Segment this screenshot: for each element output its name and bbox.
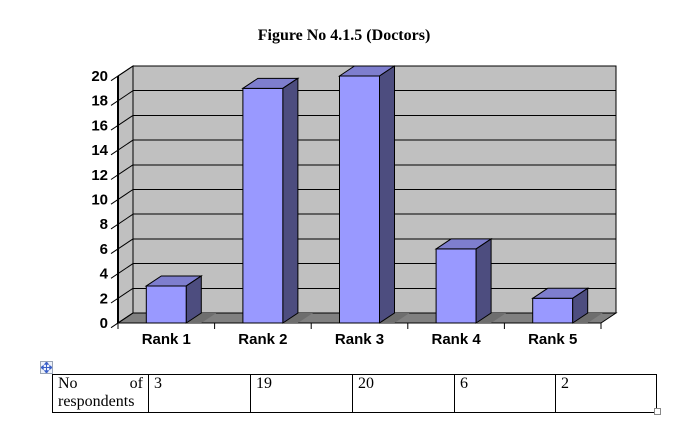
value-cell-rank3[interactable]: 20 [352,374,455,413]
bar-shadow [572,313,603,323]
table-move-handle[interactable] [40,361,53,374]
x-axis-label: Rank 3 [335,331,384,348]
bar-chart-3d[interactable]: 0 2 4 6 8 10 12 14 16 18 20 Rank 1 Rank 2 Rank 3 Rank … [0,0,699,360]
bar-front-3[interactable] [339,75,380,324]
y-tick [110,164,134,180]
y-axis-label: 18 [91,93,108,110]
chart-title: Figure No 4.1.5 (Doctors) [257,27,431,44]
y-tick [110,65,134,82]
y-axis-label: 20 [91,68,108,85]
value-cell-rank1[interactable]: 3 [148,374,251,413]
y-axis-label: 6 [100,241,108,258]
bar-side-3 [379,65,395,324]
bar-shadow [282,313,313,323]
bar-side-2 [282,77,299,324]
y-axis-label: 10 [91,192,108,209]
table-row: No of respondents 3 19 20 6 2 [52,374,657,413]
bar-side-5 [572,287,589,324]
bar-side-1 [185,275,202,324]
bar-front-2[interactable] [242,87,284,324]
bar-front-5[interactable] [532,297,574,324]
x-axis-label: Rank 4 [431,331,481,348]
y-tick [110,213,134,230]
y-axis-label: 12 [91,167,108,184]
value-cell-rank5[interactable]: 2 [555,374,657,413]
x-axis-label: Rank 5 [528,331,577,348]
bar-shadow [186,313,217,323]
y-tick [110,139,134,156]
y-tick [110,263,134,279]
y-axis-label: 0 [100,315,108,332]
y-axis-label: 14 [91,142,108,159]
y-tick [110,238,134,255]
bar-front-1[interactable] [145,285,187,324]
value-cell-rank2[interactable]: 19 [250,374,353,413]
x-axis-label: Rank 1 [142,331,191,348]
bar-shadow [379,313,410,323]
y-axis-label: 2 [100,290,108,307]
table-resize-handle[interactable] [654,408,661,415]
y-tick [110,312,134,329]
y-tick [110,189,134,205]
bar-shadow [476,313,507,323]
move-icon [41,362,52,373]
bar-side-4 [475,237,492,324]
bar-front-4[interactable] [435,248,477,324]
y-axis-label: 8 [100,216,108,233]
y-axis-label: 16 [91,117,108,134]
y-axis-label: 4 [100,266,109,283]
respondents-table: No of respondents 3 19 20 6 2 [52,374,657,413]
row-header-cell[interactable]: No of respondents [52,374,149,413]
x-axis-label: Rank 2 [238,331,287,348]
y-tick [110,287,134,304]
y-tick [110,90,134,106]
y-tick [110,114,134,131]
value-cell-rank4[interactable]: 6 [454,374,556,413]
